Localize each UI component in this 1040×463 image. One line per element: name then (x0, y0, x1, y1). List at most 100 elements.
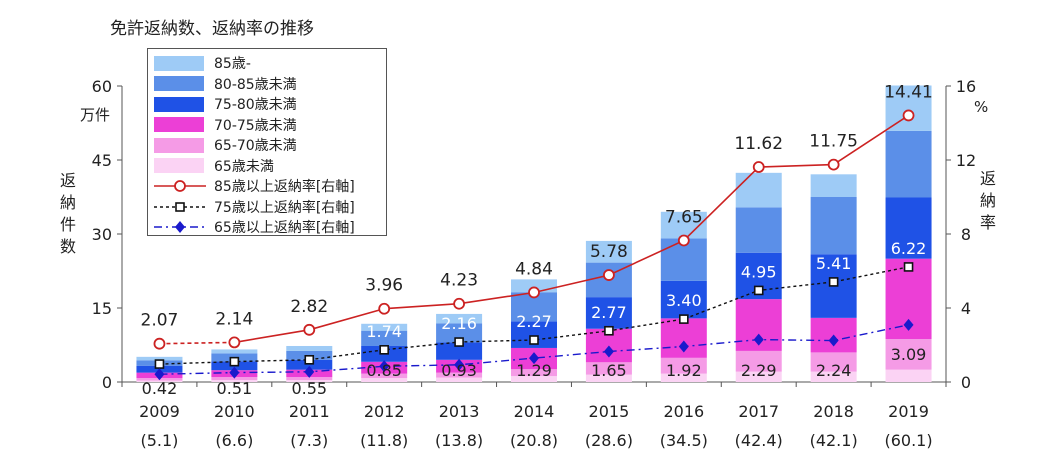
left-tick-label: 45 (92, 151, 112, 170)
bar-segment (511, 279, 557, 293)
legend-label: 85歳以上返納率[右軸] (214, 179, 355, 195)
bar-segment (810, 371, 857, 382)
legend-line-symbol (154, 221, 206, 233)
bar-segment (885, 197, 932, 259)
x-tick-label: 2013 (439, 402, 480, 421)
bar-segment (885, 130, 932, 198)
legend-label: 75歳以上返納率[右軸] (214, 199, 355, 216)
bar-segment (436, 342, 483, 360)
rate-point (752, 161, 765, 173)
bar-segment (585, 240, 632, 263)
total-label: (60.1) (884, 431, 932, 450)
total-label: (20.8) (510, 431, 558, 450)
total-label: (34.5) (660, 431, 708, 450)
rate-point (529, 335, 539, 345)
bar-segment (810, 197, 857, 255)
legend-label: 70-75歳未満 (214, 117, 297, 134)
rate-point (677, 234, 690, 247)
legend-swatch (154, 55, 204, 71)
data-label-85: 3.96 (365, 276, 403, 296)
data-label-75: 4.95 (741, 262, 777, 281)
bar-segment (810, 352, 857, 372)
bar-segment (436, 313, 483, 324)
legend-item: 85歳以上返納率[右軸] (148, 176, 355, 196)
data-label-75: 1.74 (366, 322, 402, 341)
data-label-65: 3.09 (891, 345, 927, 364)
data-label-85: 4.23 (440, 271, 478, 291)
bar-segment (436, 377, 483, 382)
bar-segment (136, 356, 183, 361)
legend-item: 85歳- (148, 53, 251, 73)
data-label-85: 5.78 (590, 242, 628, 262)
x-tick-label: 2011 (289, 402, 330, 421)
bar-segment (660, 357, 707, 374)
rate-point (753, 285, 764, 296)
legend-label: 65歳未満 (214, 158, 274, 175)
bar-segment (735, 172, 782, 208)
total-label: (5.1) (140, 431, 178, 450)
rate-point (753, 333, 764, 346)
rate-point (229, 356, 240, 367)
right-tick-label: 8 (961, 225, 971, 244)
bar-segment (660, 373, 707, 382)
bar-segment (735, 350, 782, 372)
rate-point (604, 325, 614, 336)
bar-segment (511, 369, 557, 377)
rate-point (303, 323, 316, 336)
right-tick-label: 16 (956, 77, 976, 96)
data-label-85: 11.75 (809, 132, 858, 152)
data-label-85: 14.41 (884, 82, 933, 102)
rate-point (529, 352, 539, 365)
right-tick-label: 12 (956, 151, 976, 170)
data-label-75: 2.77 (591, 303, 627, 322)
data-label-65: 0.93 (441, 361, 477, 380)
chart-legend: 85歳- 80-85歳未満 75-80歳未満 70-75歳未満 65-70歳未満 65歳未… (147, 48, 387, 236)
right-axis-label: 返納率 (979, 169, 996, 232)
legend-item: 65-70歳未満 (148, 135, 297, 155)
data-label-75: 3.40 (666, 291, 702, 310)
rate-point (229, 366, 240, 379)
x-tick-label: 2018 (813, 402, 854, 421)
bar-segment (885, 339, 932, 370)
bar-segment (136, 380, 183, 382)
bar-segment (361, 373, 408, 379)
bar-segment (585, 297, 632, 329)
left-tick-label: 60 (92, 77, 112, 96)
legend-swatch (154, 137, 204, 153)
bar-segment (585, 374, 632, 382)
right-tick-label: 0 (961, 373, 971, 392)
rate-point (379, 360, 390, 373)
data-label-65: 0.85 (366, 361, 402, 380)
data-label-75: 6.22 (891, 239, 927, 258)
legend-label: 80-85歳未満 (214, 76, 297, 93)
rate-point (603, 269, 615, 281)
data-label-75: 2.16 (441, 314, 477, 333)
bar-segment (211, 349, 258, 354)
bar-segment (436, 372, 483, 378)
legend-swatch (154, 96, 204, 112)
rate-point (827, 158, 840, 171)
x-tick-label: 2010 (214, 402, 255, 421)
rate-point (228, 336, 241, 349)
rate-point (828, 334, 839, 347)
bar-segment (286, 359, 333, 370)
rate-point (902, 109, 915, 122)
rate-line (234, 114, 909, 344)
rate-point (603, 345, 614, 358)
legend-swatch (154, 117, 204, 132)
x-tick-label: 2009 (139, 402, 180, 421)
data-label-65: 1.29 (516, 361, 552, 380)
rate-point (379, 345, 389, 355)
legend-label: 75-80歳未満 (214, 97, 297, 113)
rate-point (678, 340, 689, 353)
bar-segment (511, 376, 557, 382)
bar-segment (286, 345, 333, 351)
rate-point (528, 286, 540, 299)
legend-item: 70-75歳未満 (148, 115, 297, 135)
rate-point (154, 359, 165, 369)
data-label-85: 4.84 (515, 259, 553, 279)
x-tick-label: 2017 (738, 402, 779, 421)
data-label-85: 2.07 (141, 311, 179, 331)
data-label-65: 2.24 (816, 361, 852, 380)
bar-segment (735, 371, 782, 382)
